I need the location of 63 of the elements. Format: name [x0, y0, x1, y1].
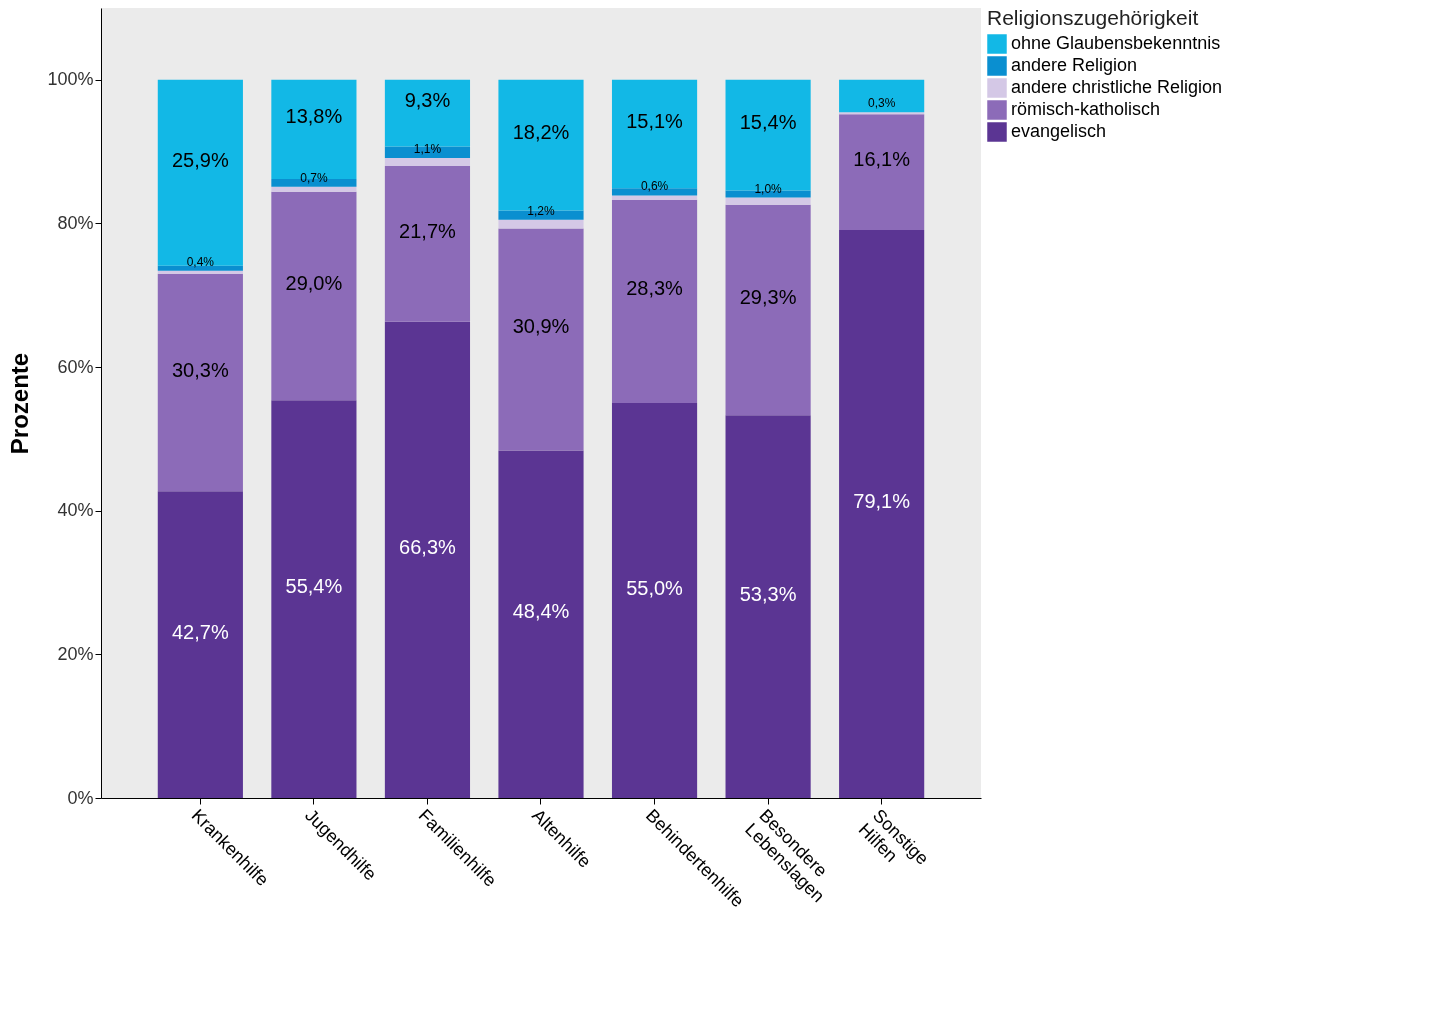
data-label: 0,3% — [867, 96, 896, 111]
bar — [498, 450, 584, 798]
bar — [498, 219, 584, 229]
legend-title: Religionszugehörigkeit — [987, 6, 1199, 29]
bar — [839, 79, 925, 113]
data-label: 15,4% — [739, 111, 797, 134]
bar — [384, 158, 471, 166]
bar — [839, 112, 925, 115]
bar — [157, 79, 243, 266]
bar — [498, 228, 584, 451]
bar — [839, 229, 925, 798]
data-label: 0,7% — [300, 170, 328, 185]
y-tick-label: 80% — [57, 212, 94, 233]
data-label: 0,6% — [640, 179, 669, 194]
data-label: 55,0% — [626, 576, 684, 599]
legend-label: andere christliche Religion — [1011, 77, 1223, 97]
y-tick-label: 100% — [47, 69, 94, 90]
data-label: 66,3% — [399, 535, 457, 558]
data-label: 55,4% — [285, 575, 343, 598]
data-label: 30,3% — [172, 358, 229, 381]
bar — [157, 270, 243, 274]
data-label: 30,9% — [512, 315, 570, 338]
data-label: 13,8% — [285, 105, 343, 128]
legend-label: römisch-katholisch — [1011, 99, 1161, 119]
data-label: 29,0% — [285, 271, 343, 294]
y-axis-title: Prozente — [6, 352, 34, 455]
data-label: 21,7% — [399, 219, 457, 242]
data-label: 48,4% — [512, 600, 570, 623]
data-label: 29,3% — [739, 286, 797, 308]
bar — [271, 191, 357, 401]
data-label: 53,3% — [739, 582, 797, 605]
bar — [611, 199, 698, 403]
data-label: 79,1% — [853, 489, 911, 512]
data-label: 0,4% — [186, 254, 215, 269]
bar — [725, 197, 811, 205]
legend-label: andere Religion — [1011, 55, 1138, 75]
bar — [611, 195, 698, 200]
legend-label: ohne Glaubensbekenntnis — [1011, 33, 1221, 53]
data-label: 9,3% — [404, 89, 451, 112]
data-label: 1,2% — [527, 203, 555, 218]
data-label: 28,3% — [626, 277, 684, 300]
data-label: 42,7% — [172, 620, 229, 643]
bar — [157, 273, 243, 492]
data-label: 1,1% — [413, 142, 442, 157]
data-label: 15,1% — [626, 110, 684, 133]
data-label: 1,0% — [754, 181, 783, 196]
y-tick-label: 40% — [57, 500, 94, 521]
data-label: 18,2% — [512, 121, 570, 144]
bar — [271, 186, 357, 192]
bar — [157, 491, 243, 798]
bar — [384, 321, 471, 798]
legend-label: evangelisch — [1011, 121, 1107, 141]
bar — [725, 415, 811, 798]
y-tick-label: 0% — [67, 787, 94, 808]
bar — [725, 204, 811, 416]
y-tick-label: 60% — [57, 356, 94, 377]
y-tick-label: 20% — [57, 643, 94, 664]
data-label: 16,1% — [853, 148, 911, 171]
bar — [271, 400, 357, 798]
bar — [384, 166, 471, 322]
data-label: 25,9% — [172, 148, 229, 171]
bar — [839, 114, 925, 230]
bar — [611, 403, 698, 798]
